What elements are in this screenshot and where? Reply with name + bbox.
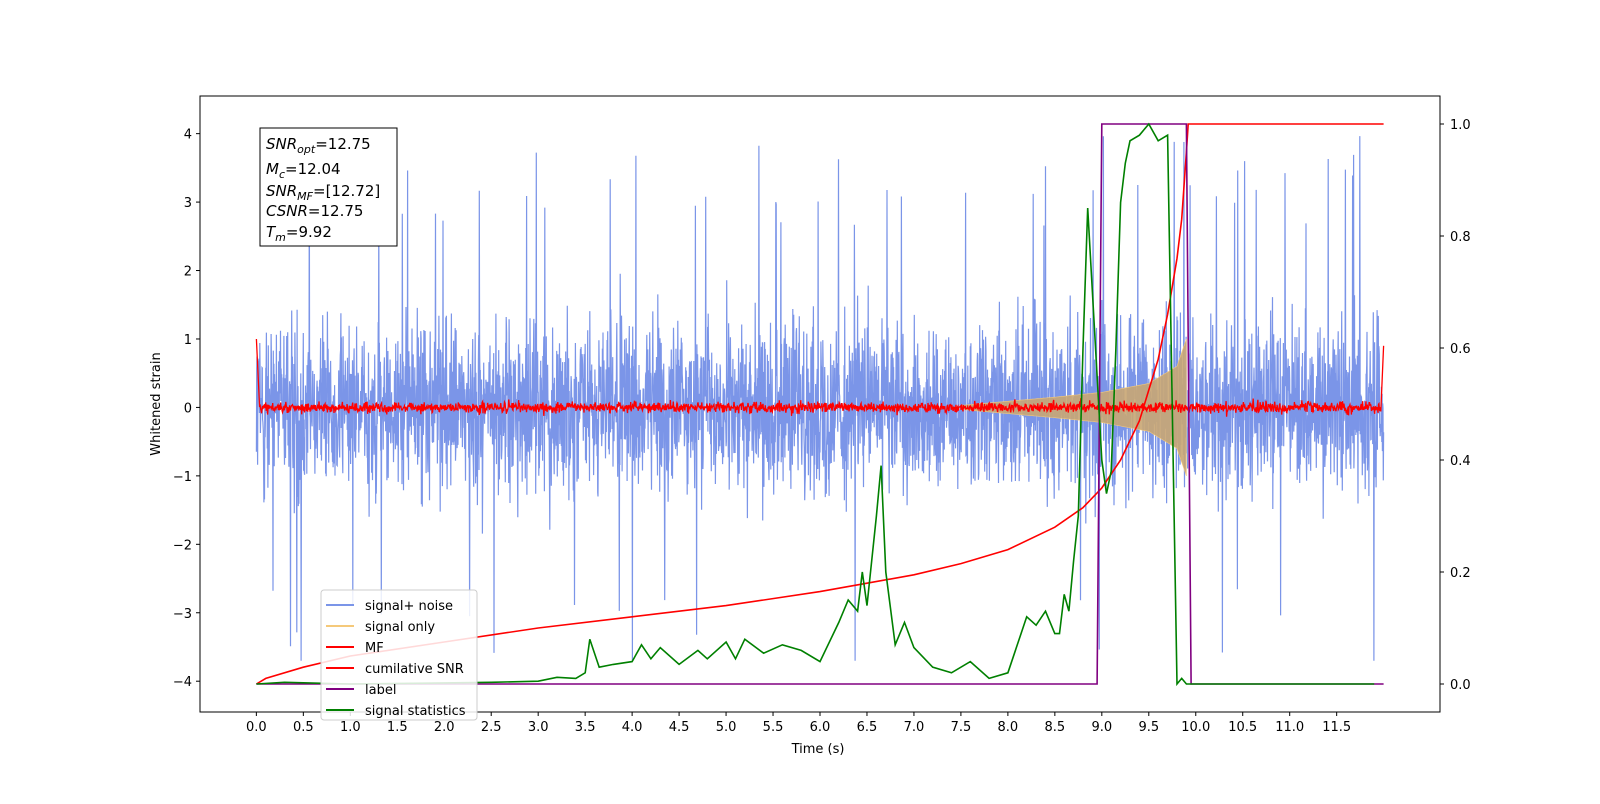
x-tick-label: 9.0 — [1091, 720, 1112, 735]
x-tick-label: 3.0 — [528, 720, 549, 735]
y-axis-left: −4 −3 −2 −1 0 1 2 3 4 — [173, 128, 200, 690]
info-mc: Mc=12.04 — [266, 160, 341, 181]
x-tick-label: 11.5 — [1322, 720, 1351, 735]
y-tick-label: −1 — [173, 470, 192, 485]
y2-tick-label: 0.4 — [1450, 454, 1471, 469]
legend-label: MF — [365, 641, 384, 656]
x-tick-label: 1.0 — [340, 720, 361, 735]
y-tick-label: 2 — [184, 265, 192, 280]
x-tick-label: 3.5 — [575, 720, 596, 735]
mf-line — [255, 338, 1385, 417]
info-box: SNRopt=12.75 Mc=12.04 SNRMF=[12.72] CSNR… — [259, 127, 398, 247]
legend-label: cumilative SNR — [365, 662, 464, 677]
x-tick-label: 6.0 — [810, 720, 831, 735]
info-csnr: CSNR=12.75 — [266, 202, 363, 220]
signal-plus-noise-line — [255, 136, 1385, 661]
legend: signal+ noise signal only MF cumilative SNR… — [320, 589, 478, 721]
y2-tick-label: 0.6 — [1450, 342, 1471, 357]
x-tick-label: 7.5 — [951, 720, 972, 735]
x-tick-label: 0.0 — [246, 720, 267, 735]
x-tick-label: 10.5 — [1228, 720, 1257, 735]
info-snr-opt: SNRopt=12.75 — [266, 135, 371, 156]
y-axis-label: Whitened strain — [149, 352, 164, 455]
x-tick-label: 11.0 — [1275, 720, 1304, 735]
signal-plus-noise-series — [255, 136, 1385, 661]
y-tick-label: −4 — [173, 675, 192, 690]
legend-label: label — [365, 683, 396, 698]
y-axis-right: 0.0 0.2 0.4 0.6 0.8 1.0 — [1440, 118, 1471, 693]
signal-statistics-line — [256, 122, 1375, 687]
x-tick-label: 4.0 — [622, 720, 643, 735]
y-tick-label: −3 — [173, 607, 192, 622]
legend-label: signal+ noise — [365, 599, 453, 614]
y-tick-label: 4 — [184, 128, 192, 143]
signal-statistics-series — [256, 122, 1375, 687]
y-tick-label: 3 — [184, 196, 192, 211]
x-axis-label: Time (s) — [791, 742, 845, 757]
x-tick-label: 5.0 — [716, 720, 737, 735]
x-tick-label: 2.0 — [434, 720, 455, 735]
y2-tick-label: 0.0 — [1450, 678, 1471, 693]
x-axis: 0.0 0.5 1.0 1.5 2.0 2.5 3.0 3.5 4.0 4.5 5.0 5.5 6.0 6… — [246, 712, 1351, 735]
x-tick-label: 4.5 — [669, 720, 690, 735]
x-tick-label: 10.0 — [1181, 720, 1210, 735]
x-tick-label: 9.5 — [1138, 720, 1159, 735]
y-tick-label: 0 — [184, 401, 192, 416]
x-tick-label: 0.5 — [293, 720, 314, 735]
info-tm: Tm=9.92 — [266, 223, 332, 244]
legend-label: signal statistics — [365, 704, 466, 719]
mf-series — [255, 338, 1385, 417]
y2-tick-label: 0.2 — [1450, 566, 1471, 581]
legend-label: signal only — [365, 620, 435, 635]
y2-tick-label: 1.0 — [1450, 118, 1471, 133]
x-tick-label: 6.5 — [857, 720, 878, 735]
info-snr-mf: SNRMF=[12.72] — [266, 182, 380, 203]
y-tick-label: −2 — [173, 538, 192, 553]
x-tick-label: 2.5 — [481, 720, 502, 735]
x-tick-label: 1.5 — [387, 720, 408, 735]
y2-tick-label: 0.8 — [1450, 230, 1471, 245]
x-tick-label: 7.0 — [904, 720, 925, 735]
x-tick-label: 8.0 — [998, 720, 1019, 735]
x-tick-label: 8.5 — [1045, 720, 1066, 735]
y-tick-label: 1 — [184, 333, 192, 348]
x-tick-label: 5.5 — [763, 720, 784, 735]
